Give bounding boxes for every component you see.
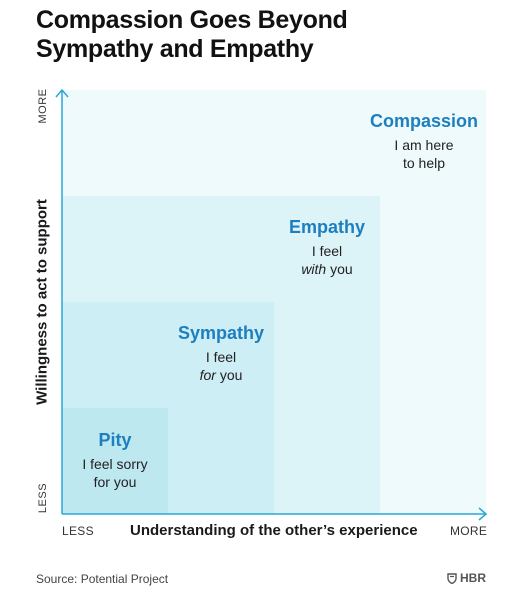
x-axis-more-label: MORE [450,524,488,538]
sympathy-desc-emphasis: for [199,367,216,383]
y-axis-arrowhead [55,88,69,98]
chart-title-line-2: Sympathy and Empathy [36,35,314,63]
pity-desc-line-2: for you [93,474,137,490]
chart-title: Compassion Goes Beyond Sympathy and Empa… [36,6,496,64]
x-axis-arrowhead [478,507,488,521]
pity-description: I feel sorry for you [62,455,168,491]
compassion-description: I am here to help [360,136,488,172]
compassion-desc-line-2: to help [402,155,446,171]
sympathy-name: Sympathy [177,323,265,343]
brand-logo: HBR [447,571,486,585]
source-note: Source: Potential Project [36,572,169,586]
chart-title-line-1: Compassion Goes Beyond [36,6,348,34]
empathy-desc-line-1: I feel [311,243,343,259]
y-axis-less-label: LESS [37,482,49,514]
empathy-description: I feel with you [274,242,380,278]
x-axis-less-label: LESS [62,524,94,538]
empathy-desc-rest: you [326,261,353,277]
sympathy-label: Sympathy I feel for you [168,323,274,384]
empathy-desc-emphasis: with [301,261,327,277]
pity-name: Pity [98,430,132,450]
y-axis-more-label: MORE [37,88,49,124]
compassion-name: Compassion [369,111,479,131]
empathy-label: Empathy I feel with you [274,217,380,278]
pity-label: Pity I feel sorry for you [62,430,168,491]
sympathy-description: I feel for you [168,348,274,384]
sympathy-desc-line-1: I feel [205,349,237,365]
sympathy-desc-line-2: for you [168,366,274,384]
x-axis-title: Understanding of the other’s experience [130,522,418,539]
brand-name: HBR [460,571,486,585]
sympathy-desc-rest: you [215,367,243,383]
compassion-desc-line-1: I am here [394,137,454,153]
zone-pity [62,408,168,514]
empathy-desc-line-2: with you [274,260,380,278]
shield-icon [447,572,457,584]
pity-desc-line-1: I feel sorry [82,456,148,472]
compassion-label: Compassion I am here to help [360,111,488,172]
empathy-name: Empathy [288,217,366,237]
y-axis-title: Willingness to act to support [33,199,51,405]
